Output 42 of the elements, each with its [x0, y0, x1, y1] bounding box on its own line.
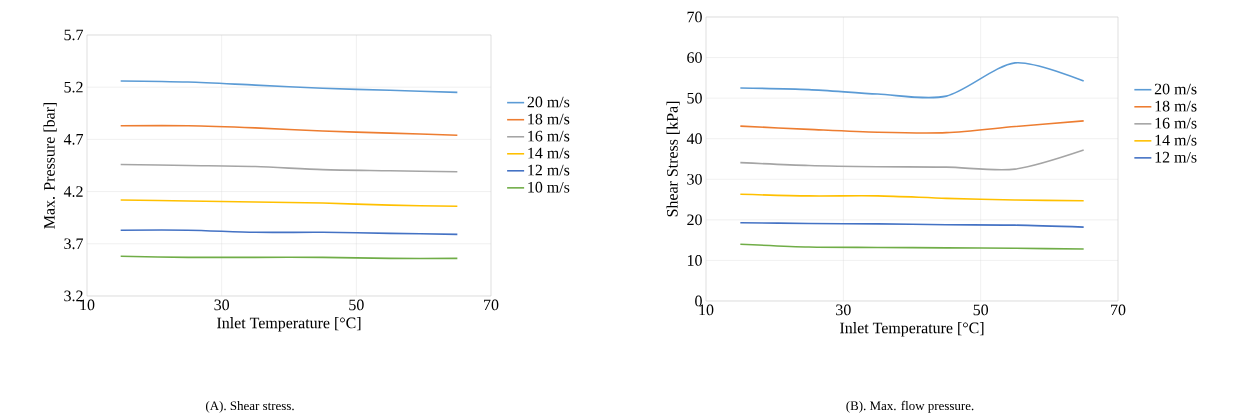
legend-label: 14 m/s — [528, 147, 570, 159]
line-series — [119, 80, 459, 94]
legend-label: 20 m/s — [1154, 83, 1197, 95]
text: (B). Max. flow pressure. — [846, 400, 974, 413]
y-tick-label: 4.2 — [63, 186, 83, 197]
y-tick-label: 30 — [687, 173, 702, 185]
x-axis-title: Inlet Temperature [°C] — [217, 317, 361, 332]
y-tick-label: 5.2 — [64, 81, 83, 93]
line-series — [119, 199, 459, 207]
legend-label: 16 m/s — [528, 130, 570, 142]
y-axis-title: Shear Stress [kPa] — [666, 101, 680, 217]
y-tick-label: 10 — [687, 255, 702, 266]
line-series — [739, 120, 1085, 134]
legend-label: 18 m/s — [1155, 100, 1197, 112]
legend-label: 14 m/s — [1155, 134, 1197, 146]
line-series — [119, 124, 459, 136]
legend-label: 18 m/s — [528, 113, 570, 125]
x-tick-label: 70 — [484, 299, 499, 311]
line-series — [119, 163, 459, 173]
y-tick-label: 60 — [687, 52, 702, 63]
legend-label: 20 m/s — [527, 96, 570, 108]
y-tick-label: 70 — [687, 11, 702, 23]
legend-label: 10 m/s — [528, 181, 570, 193]
x-tick-label: 70 — [1111, 304, 1126, 316]
x-tick-label: 50 — [973, 304, 989, 316]
y-tick-label: 3.7 — [64, 238, 84, 250]
y-tick-label: 20 — [687, 214, 702, 226]
line-series — [739, 193, 1085, 202]
line-series — [739, 149, 1085, 171]
legend-label: 12 m/s — [1155, 151, 1197, 163]
y-tick-label: 40 — [686, 133, 702, 145]
legend-label: 12 m/s — [528, 164, 570, 176]
y-axis-title: Max. Pressure [bar] — [43, 102, 57, 229]
x-tick-label: 50 — [349, 299, 364, 311]
y-tick-label: 5.7 — [64, 29, 84, 41]
text: (A). Shear stress. — [205, 400, 294, 413]
x-tick-label: 30 — [836, 304, 851, 316]
x-axis-title: Inlet Temperature [°C] — [840, 322, 984, 337]
legend-label: 16 m/s — [1155, 117, 1197, 129]
x-tick-label: 30 — [214, 299, 230, 311]
y-tick-label: 50 — [687, 92, 702, 104]
y-tick-label: 4.7 — [63, 134, 84, 145]
